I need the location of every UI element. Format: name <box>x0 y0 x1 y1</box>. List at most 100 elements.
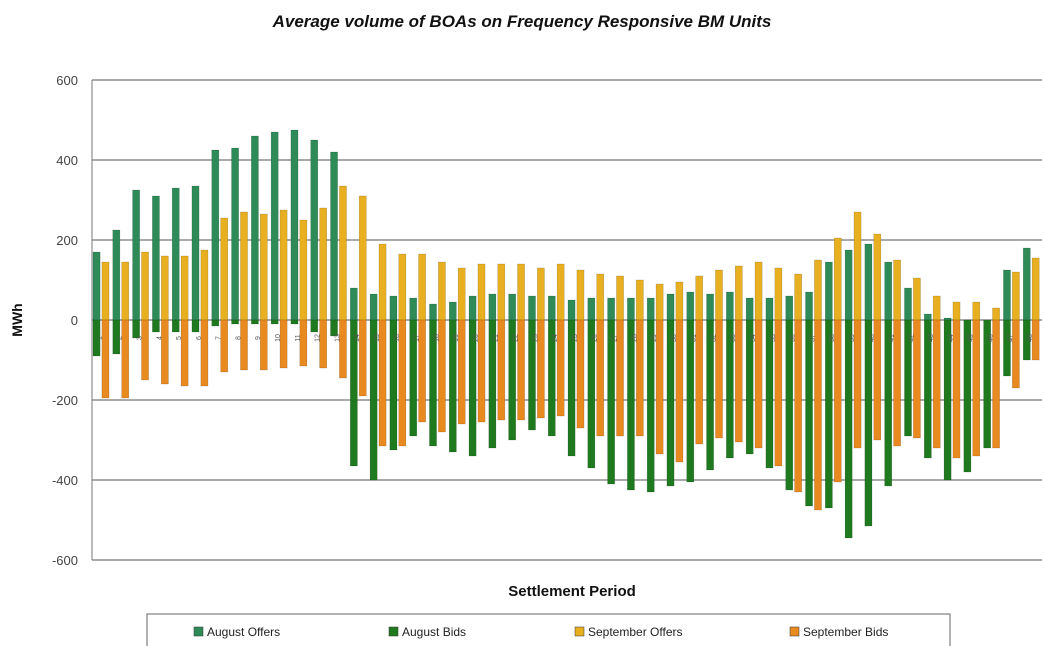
bar <box>864 243 873 321</box>
bar <box>765 319 774 469</box>
bar <box>646 297 655 321</box>
bar <box>290 319 299 325</box>
bar <box>517 319 525 421</box>
bar <box>161 255 169 321</box>
bar <box>378 243 387 321</box>
bar <box>607 319 615 485</box>
bar <box>627 297 635 321</box>
gridlines <box>92 79 1042 561</box>
bar <box>833 319 842 483</box>
bar <box>448 301 457 321</box>
bar <box>932 295 941 321</box>
bar <box>715 269 723 321</box>
bar <box>715 319 723 439</box>
bar <box>833 237 842 321</box>
y-tick-label: -400 <box>52 473 78 488</box>
bar <box>121 261 130 321</box>
x-tick-label: 4 <box>156 336 163 340</box>
bar <box>913 319 921 439</box>
y-axis-label: MWh <box>9 303 25 336</box>
bar <box>734 319 743 443</box>
x-axis-label: Settlement Period <box>508 583 636 600</box>
x-tick-label: 19 <box>453 334 460 342</box>
bar <box>141 251 149 321</box>
bar <box>290 129 299 321</box>
bar <box>101 261 110 321</box>
bar <box>180 255 189 321</box>
x-tick-label: 27 <box>611 334 618 342</box>
bar <box>132 319 140 339</box>
x-tick-label: 40 <box>869 334 876 342</box>
bar <box>1012 271 1020 321</box>
bar <box>152 195 160 321</box>
bar <box>774 319 783 467</box>
bar <box>923 313 932 321</box>
x-axis-ticks: 1 2 3 4 5 6 7 8 9 10 11 12 13 14 15 16 17 18 19 20 21 22 23 24 2… <box>97 334 1034 342</box>
x-tick-label: 22 <box>513 334 520 342</box>
x-tick-label: 44 <box>948 334 955 342</box>
x-tick-label: 3 <box>136 336 143 340</box>
x-tick-label: 24 <box>552 334 559 342</box>
bar <box>259 319 268 371</box>
bar <box>398 253 407 321</box>
bar <box>378 319 387 447</box>
x-tick-label: 6 <box>196 336 203 340</box>
bar <box>92 251 101 321</box>
bar <box>992 319 1000 449</box>
bar <box>448 319 457 453</box>
x-tick-label: 47 <box>1007 334 1014 342</box>
x-tick-label: 11 <box>295 334 302 341</box>
bar <box>220 319 229 373</box>
bar <box>240 211 248 321</box>
bar <box>943 317 952 321</box>
bar <box>884 261 893 321</box>
bar <box>972 319 981 457</box>
legend-label: September Offers <box>588 625 683 639</box>
bar <box>686 319 695 483</box>
bar <box>627 319 635 491</box>
bar <box>904 319 912 437</box>
bar <box>1031 319 1040 361</box>
bar <box>339 185 347 321</box>
x-tick-label: 5 <box>176 336 183 340</box>
bar <box>825 319 833 509</box>
bar <box>429 319 437 447</box>
x-tick-label: 48 <box>1027 334 1034 342</box>
bar <box>211 319 220 327</box>
bar <box>537 267 545 321</box>
bar <box>754 261 763 321</box>
bar <box>547 319 556 437</box>
bar <box>488 319 497 449</box>
bar <box>528 295 536 321</box>
bar <box>754 319 763 449</box>
legend-label: September Bids <box>803 625 888 639</box>
bar <box>319 207 327 321</box>
x-tick-label: 43 <box>928 334 935 342</box>
legend-label: August Offers <box>207 625 280 639</box>
bar <box>655 283 664 321</box>
y-tick-label: 200 <box>56 233 78 248</box>
bar <box>508 319 516 441</box>
bar <box>675 319 684 463</box>
bar <box>706 319 714 471</box>
bar <box>963 319 972 473</box>
bar <box>734 265 743 321</box>
x-tick-label: 9 <box>255 336 262 340</box>
x-tick-label: 18 <box>433 334 440 342</box>
bar <box>299 219 308 321</box>
x-tick-label: 41 <box>889 334 896 342</box>
bar <box>279 209 288 321</box>
bar <box>556 263 565 321</box>
x-tick-label: 16 <box>394 334 401 342</box>
x-tick-label: 45 <box>968 334 975 342</box>
bar <box>873 319 882 441</box>
bar <box>774 267 783 321</box>
bar <box>576 269 585 321</box>
bar <box>369 319 378 481</box>
bar <box>171 319 180 333</box>
bar <box>418 319 426 423</box>
bar <box>477 319 486 423</box>
bar <box>517 263 525 321</box>
x-tick-label: 23 <box>532 334 539 342</box>
bar <box>853 211 862 321</box>
